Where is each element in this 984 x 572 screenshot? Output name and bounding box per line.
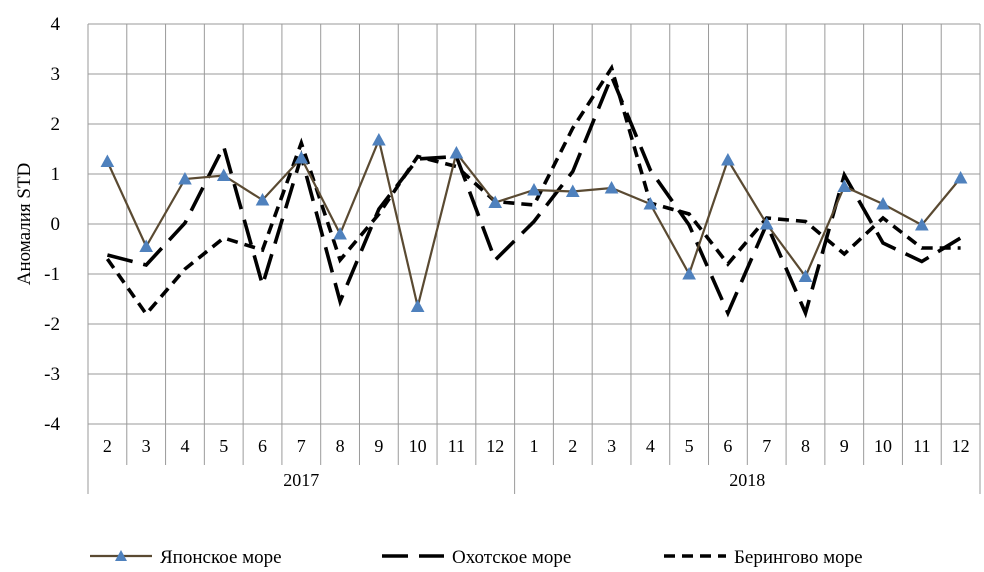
data-point-marker (721, 152, 735, 166)
x-tick-label: 1 (530, 436, 539, 456)
y-tick-label: -4 (44, 414, 60, 435)
x-tick-label: 12 (486, 436, 504, 456)
data-point-marker (837, 179, 852, 192)
y-tick-label: -1 (44, 264, 60, 285)
x-tick-label: 9 (840, 436, 849, 456)
x-tick-label: 4 (646, 436, 655, 456)
x-group-label: 2017 (283, 470, 319, 490)
data-point-marker (876, 196, 890, 210)
x-tick-label: 11 (913, 436, 930, 456)
data-point-marker (914, 217, 929, 231)
x-tick-label: 10 (874, 436, 892, 456)
legend-label: Японское море (160, 547, 282, 568)
x-tick-label: 7 (762, 436, 771, 456)
y-tick-label: -3 (44, 364, 60, 385)
x-tick-label: 6 (723, 436, 732, 456)
data-point-marker (449, 145, 464, 159)
data-point-marker (798, 269, 813, 282)
data-point-marker (682, 266, 696, 280)
data-point-marker (759, 216, 774, 230)
legend-item: Охотское море (382, 547, 571, 568)
data-point-marker (100, 154, 115, 167)
data-point-marker (255, 192, 270, 206)
legend-label: Берингово море (734, 547, 863, 568)
series-line (106, 71, 962, 319)
x-tick-label: 7 (297, 436, 306, 456)
data-point-marker (294, 150, 309, 164)
x-tick-label: 8 (801, 436, 810, 456)
x-tick-label: 3 (607, 436, 616, 456)
data-point-marker (178, 171, 192, 185)
x-tick-label: 8 (336, 436, 345, 456)
x-tick-label: 3 (142, 436, 151, 456)
data-point-marker (333, 226, 347, 240)
y-tick-label: 0 (51, 214, 61, 235)
data-point-marker (488, 195, 503, 208)
series-2 (106, 71, 962, 319)
y-tick-label: -2 (44, 314, 60, 335)
y-tick-label: 4 (51, 14, 61, 35)
legend-item: Берингово море (664, 547, 863, 568)
data-point-marker (953, 170, 968, 184)
legend-marker (115, 550, 127, 561)
series-line (105, 63, 961, 317)
x-tick-label: 2 (103, 436, 112, 456)
x-tick-label: 6 (258, 436, 267, 456)
data-point-marker (216, 168, 231, 181)
y-tick-label: 1 (51, 164, 61, 185)
data-point-marker (372, 132, 386, 146)
data-point-marker (527, 182, 541, 196)
data-point-marker (410, 299, 425, 312)
series-3 (105, 63, 961, 317)
x-group-label: 2018 (729, 470, 765, 490)
x-tick-label: 4 (180, 436, 189, 456)
y-axis-title: Аномалия STD (14, 163, 35, 286)
x-tick-label: 10 (409, 436, 427, 456)
x-tick-label: 11 (448, 436, 465, 456)
x-tick-label: 5 (685, 436, 694, 456)
legend-label: Охотское море (452, 547, 571, 568)
data-point-marker (565, 184, 580, 197)
x-tick-label: 12 (952, 436, 970, 456)
legend-item: Японское море (90, 547, 282, 568)
y-tick-label: 2 (51, 114, 61, 135)
data-point-marker (604, 180, 619, 194)
data-point-marker (643, 196, 658, 210)
x-tick-label: 2 (568, 436, 577, 456)
x-tick-label: 9 (374, 436, 383, 456)
y-tick-label: 3 (51, 64, 61, 85)
data-point-marker (139, 239, 154, 252)
series-1 (100, 132, 968, 312)
x-tick-label: 5 (219, 436, 228, 456)
